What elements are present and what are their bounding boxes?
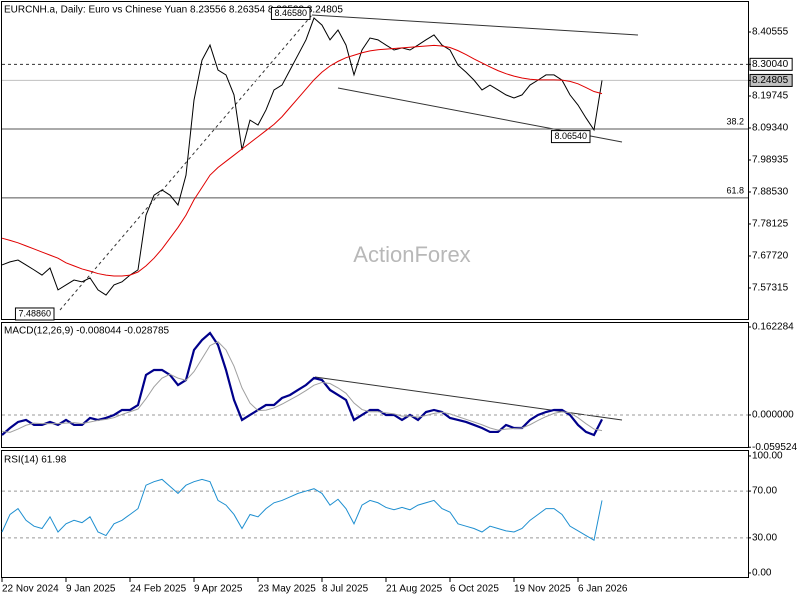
annotation-label: 7.48860 — [18, 308, 51, 318]
level-label: 61.8 — [726, 185, 744, 195]
annotation-box — [270, 6, 311, 20]
x-tick-label: 21 Aug 2025 — [386, 584, 443, 595]
y-tick-label: 0.162284 — [752, 322, 794, 333]
x-tick-label: 6 Oct 2025 — [450, 584, 499, 595]
y-tick-label: 8.30040 — [752, 59, 789, 70]
trend-line — [59, 14, 313, 311]
series-line — [1, 331, 603, 437]
macd-title: MACD(12,26,9) -0.008044 -0.028785 — [4, 326, 170, 337]
price-panel-frame — [1, 1, 749, 320]
chart-title: EURCNH.a, Daily: Euro vs Chinese Yuan 8.… — [4, 5, 343, 16]
y-tick-label: -0.059524 — [752, 442, 797, 453]
y-tick-label: 7.98935 — [752, 155, 789, 166]
y-tick-label: 0.00 — [752, 568, 772, 579]
y-tick-label: 8.40555 — [752, 27, 789, 38]
x-tick-label: 9 Apr 2025 — [194, 584, 243, 595]
x-tick-label: 6 Jan 2026 — [578, 584, 628, 595]
macd-panel-frame — [1, 322, 749, 448]
y-tick-label: 100.00 — [752, 451, 783, 462]
y-tick-label: 70.00 — [752, 486, 777, 497]
annotation-box — [550, 130, 591, 144]
rsi-panel-frame — [1, 450, 749, 578]
series-line — [1, 341, 603, 433]
watermark: ActionForex — [353, 242, 470, 267]
x-tick-label: 22 Nov 2024 — [2, 584, 59, 595]
x-tick-label: 24 Feb 2025 — [130, 584, 187, 595]
x-tick-label: 9 Jan 2025 — [66, 584, 116, 595]
annotation-label: 8.46580 — [274, 8, 307, 18]
y-tick-label: 8.09340 — [752, 123, 789, 134]
y-tick-label: 7.57315 — [752, 283, 789, 294]
y-tick-label: 0.000000 — [752, 410, 794, 421]
y-tick-label: 30.00 — [752, 533, 777, 544]
series-line — [1, 17, 603, 296]
x-tick-label: 8 Jul 2025 — [322, 584, 369, 595]
series-line — [1, 44, 603, 277]
x-tick-label: 23 May 2025 — [258, 584, 316, 595]
rsi-title: RSI(14) 61.98 — [4, 455, 67, 466]
y-tick-label: 7.78125 — [752, 219, 789, 230]
level-label: 38.2 — [726, 116, 744, 126]
y-tick-label: 7.88530 — [752, 187, 789, 198]
y-tick-label: 8.19745 — [752, 91, 789, 102]
annotation-box — [14, 307, 55, 321]
x-tick-label: 19 Nov 2025 — [514, 584, 571, 595]
y-tick-label: 8.24805 — [752, 75, 789, 86]
series-line — [1, 478, 603, 541]
annotation-label: 8.06540 — [554, 131, 587, 141]
trend-line — [311, 14, 639, 36]
y-tick-label: 7.67720 — [752, 251, 789, 262]
